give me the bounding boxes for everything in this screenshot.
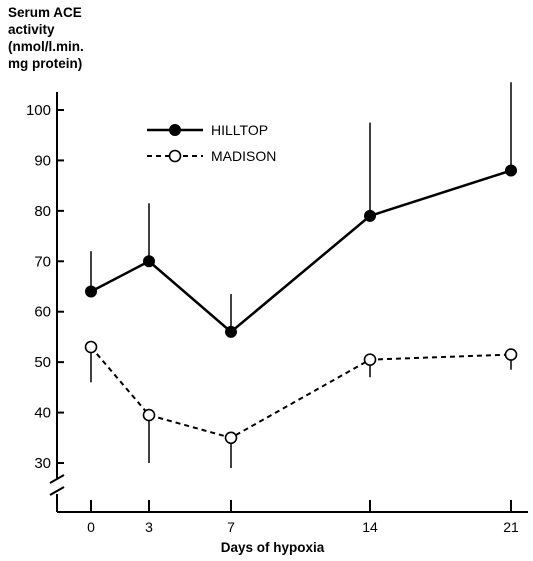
madison-point-7 xyxy=(224,431,238,445)
y-tick-label-60: 60 xyxy=(34,304,51,321)
y-axis-label-line-1: Serum ACE xyxy=(8,5,82,20)
axis-break-mark-top xyxy=(49,474,65,484)
y-tick-label-100: 100 xyxy=(26,102,51,119)
hilltop-point-0 xyxy=(85,285,97,298)
y-tick-label-30: 30 xyxy=(34,455,51,472)
hilltop-point-14 xyxy=(364,209,376,222)
hilltop-point-7 xyxy=(225,325,237,338)
x-axis-label: Days of hypoxia xyxy=(0,540,533,555)
y-axis-label-line-4: mg protein) xyxy=(8,56,83,71)
y-tick-label-50: 50 xyxy=(34,354,51,371)
legend-hilltop-marker xyxy=(169,124,181,136)
hilltop-point-21 xyxy=(505,164,517,177)
hilltop-point-3 xyxy=(143,255,155,268)
legend-madison-marker xyxy=(168,149,182,163)
x-tick-label-14: 14 xyxy=(362,519,378,535)
x-tick-label-21: 21 xyxy=(503,519,519,535)
hilltop-series-line xyxy=(90,169,512,334)
y-tick-label-90: 90 xyxy=(34,152,51,169)
x-axis-label-text: Days of hypoxia xyxy=(220,540,325,555)
legend-hilltop-label: HILLTOP xyxy=(211,122,268,138)
legend-madison-label: MADISON xyxy=(211,148,276,164)
madison-point-21 xyxy=(504,348,518,361)
madison-point-3 xyxy=(142,408,156,422)
madison-series-line xyxy=(90,346,512,439)
madison-point-0 xyxy=(84,340,98,354)
y-tick-label-80: 80 xyxy=(34,203,51,220)
madison-point-14 xyxy=(363,353,377,366)
y-axis-label-line-3: (nmol/l.min. xyxy=(8,39,84,54)
y-tick-label-70: 70 xyxy=(34,253,51,270)
y-axis-label-line-2: activity xyxy=(8,22,55,37)
x-tick-label-0: 0 xyxy=(87,519,95,535)
y-tick-label-40: 40 xyxy=(34,405,51,422)
x-tick-label-7: 7 xyxy=(227,519,235,535)
axis-break-mark-bottom xyxy=(49,486,65,496)
x-tick-label-3: 3 xyxy=(145,519,153,535)
